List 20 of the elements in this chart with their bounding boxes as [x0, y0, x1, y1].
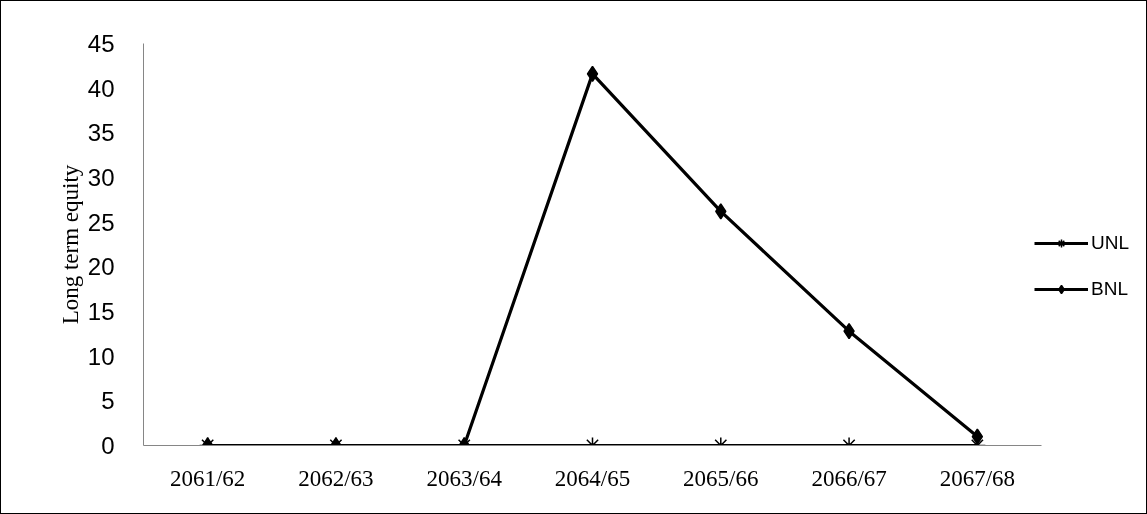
- x-tick-label: 2065/66: [683, 465, 759, 491]
- y-tick-label: 15: [87, 298, 115, 325]
- x-tick-label: 2061/62: [169, 465, 246, 491]
- y-tick-label: 10: [87, 342, 115, 370]
- y-axis-title: Long term equity: [57, 164, 83, 325]
- legend-label: BNL: [1091, 278, 1128, 300]
- y-tick-label: 35: [87, 119, 115, 147]
- x-tick-label: 2062/63: [298, 465, 374, 491]
- x-tick-label: 2064/65: [554, 465, 631, 491]
- x-tick-label: 2067/68: [939, 465, 1016, 491]
- y-tick-label: 30: [87, 164, 115, 191]
- legend-label: UNL: [1091, 232, 1130, 254]
- y-tick-label: 20: [87, 253, 115, 281]
- y-tick-label: 0: [101, 432, 115, 459]
- y-tick-label: 25: [87, 208, 115, 236]
- y-tick-label: 5: [101, 387, 115, 415]
- y-tick-label: 40: [87, 74, 115, 102]
- x-tick-label: 2063/64: [426, 465, 503, 491]
- y-tick-label: 45: [87, 30, 115, 57]
- x-tick-label: 2066/67: [811, 465, 887, 491]
